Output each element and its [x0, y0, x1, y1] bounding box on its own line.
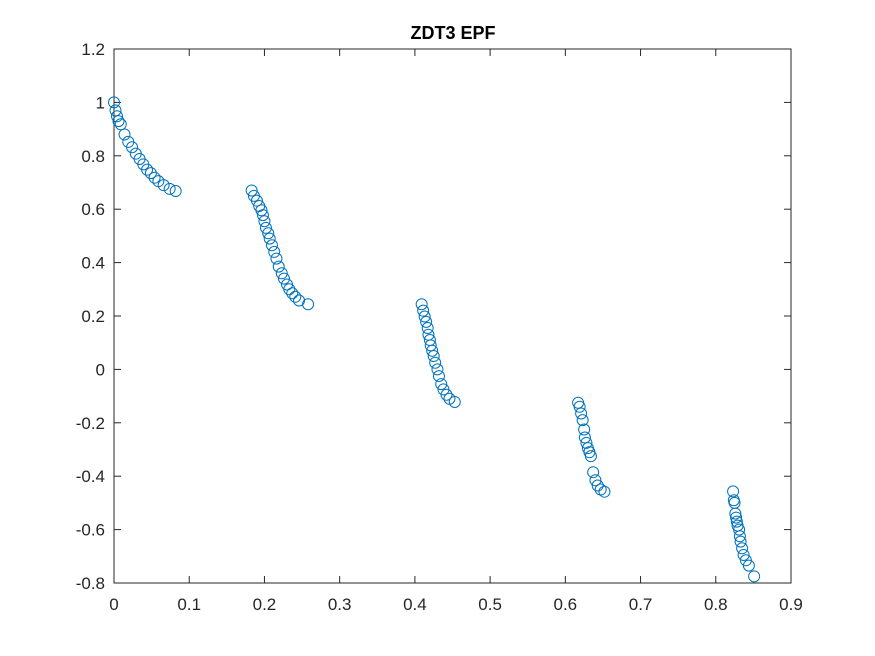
y-tick-label: 1 — [96, 93, 105, 112]
data-point — [432, 370, 445, 383]
data-point — [144, 167, 157, 180]
data-point — [733, 523, 746, 536]
x-tick-label: 0.2 — [253, 595, 277, 614]
data-point — [584, 450, 597, 463]
data-point — [591, 479, 604, 492]
data-point — [256, 209, 269, 222]
data-point — [272, 260, 285, 273]
data-point — [575, 407, 588, 420]
data-point — [275, 267, 288, 280]
x-tick-label: 0.8 — [704, 595, 728, 614]
y-tick-label: 0 — [96, 360, 105, 379]
data-point — [418, 310, 431, 323]
data-point — [108, 96, 120, 109]
x-tick-label: 0 — [109, 595, 118, 614]
y-axis: -0.8 -0.6 -0.4 -0.2 0 0.2 0.4 0.6 0.8 1 1.2 — [76, 40, 791, 593]
data-point — [148, 171, 161, 184]
x-tick-label: 0.1 — [177, 595, 201, 614]
x-tick-label: 0.4 — [403, 595, 427, 614]
data-point — [576, 414, 589, 427]
data-point — [126, 141, 139, 154]
data-point — [730, 515, 743, 528]
data-point — [598, 485, 611, 498]
x-axis: 0 0.1 0.2 0.3 0.4 0.5 0.6 0.7 0.8 0.9 — [109, 49, 803, 614]
y-tick-label: -0.8 — [76, 574, 105, 593]
y-tick-label: 0.8 — [81, 147, 105, 166]
data-point — [268, 245, 281, 258]
data-point — [258, 215, 271, 228]
data-point — [112, 115, 125, 128]
data-point — [578, 423, 591, 436]
data-point — [259, 221, 272, 234]
x-tick-label: 0.9 — [779, 595, 803, 614]
data-point — [736, 542, 749, 555]
data-point — [417, 304, 430, 317]
y-tick-label: -0.2 — [76, 414, 105, 433]
data-point — [289, 290, 302, 303]
chart-title: ZDT3 EPF — [410, 23, 495, 43]
data-point — [157, 179, 170, 192]
data-point — [734, 535, 747, 548]
data-point — [286, 287, 299, 300]
data-point — [427, 350, 440, 363]
y-tick-label: 1.2 — [81, 40, 105, 59]
data-point — [589, 474, 602, 487]
data-point — [141, 163, 154, 176]
data-point — [270, 252, 283, 265]
x-tick-label: 0.5 — [478, 595, 502, 614]
data-point — [727, 485, 740, 498]
data-point — [435, 378, 448, 391]
y-tick-label: 0.2 — [81, 307, 105, 326]
data-point — [263, 232, 276, 245]
data-point — [748, 570, 761, 583]
data-point — [587, 466, 600, 479]
data-point — [111, 110, 124, 123]
data-point — [573, 400, 586, 413]
x-tick-label: 0.3 — [328, 595, 352, 614]
data-point — [730, 511, 743, 524]
y-tick-label: 0.4 — [81, 254, 105, 273]
data-point — [255, 204, 268, 217]
data-points — [108, 96, 761, 583]
data-point — [250, 194, 263, 207]
data-point — [580, 436, 593, 449]
data-point — [429, 356, 442, 369]
data-point — [440, 388, 453, 401]
data-point — [426, 344, 439, 357]
y-tick-label: -0.6 — [76, 521, 105, 540]
data-point — [431, 363, 444, 376]
data-point — [262, 227, 275, 240]
data-point — [729, 507, 742, 520]
data-point — [278, 272, 290, 285]
x-tick-label: 0.6 — [554, 595, 578, 614]
x-tick-label: 0.7 — [629, 595, 653, 614]
data-point — [302, 298, 315, 311]
data-point — [737, 548, 750, 561]
data-point — [415, 298, 428, 311]
data-point — [245, 184, 258, 197]
y-tick-label: -0.4 — [76, 467, 105, 486]
data-point — [742, 559, 755, 572]
data-point — [163, 182, 176, 195]
data-point — [448, 395, 461, 408]
data-point — [265, 239, 278, 252]
data-point — [420, 315, 433, 328]
y-tick-label: 0.6 — [81, 200, 105, 219]
data-point — [421, 322, 434, 335]
plot-area — [113, 48, 792, 584]
data-point — [118, 128, 131, 141]
data-point — [283, 283, 296, 296]
data-point — [733, 530, 746, 543]
data-point — [169, 185, 182, 198]
